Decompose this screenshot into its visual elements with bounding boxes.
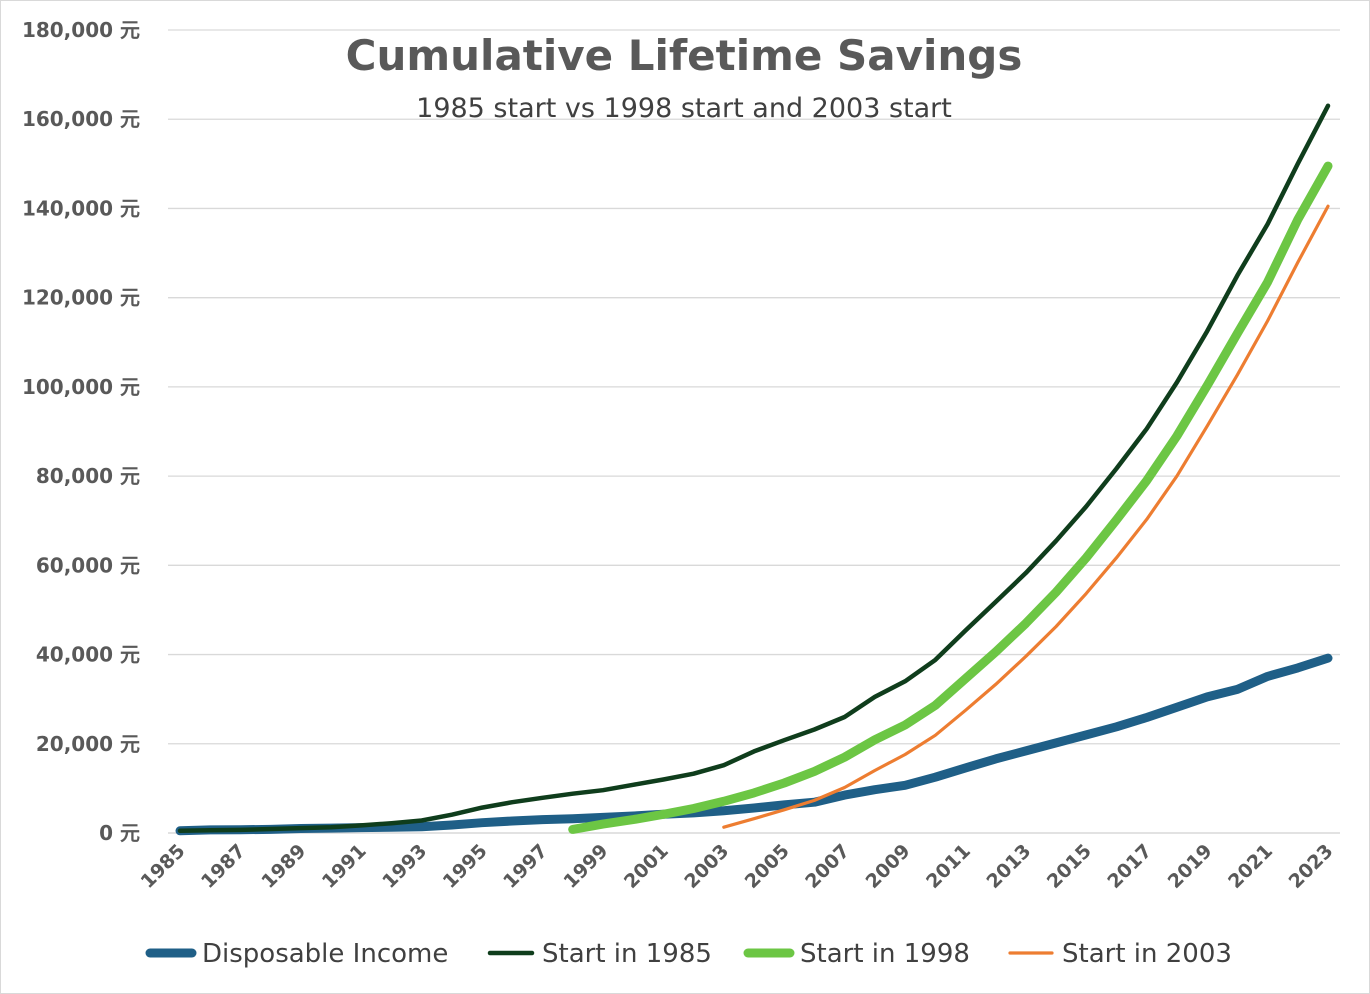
legend[interactable]: Disposable Income Start in 1985 Start in 1… bbox=[145, 939, 1232, 969]
x-tick-label: 2009 bbox=[862, 840, 915, 893]
legend-item-start-in-1998[interactable]: Start in 1998 bbox=[743, 939, 970, 969]
legend-label: Start in 1985 bbox=[542, 939, 712, 969]
y-tick-label: 140,000 元 bbox=[22, 196, 140, 220]
x-tick-label: 1999 bbox=[560, 840, 613, 893]
x-tick-label: 2019 bbox=[1164, 840, 1217, 893]
x-tick-label: 2005 bbox=[741, 840, 794, 893]
y-tick-label: 160,000 元 bbox=[22, 107, 140, 131]
x-tick-label: 2017 bbox=[1103, 840, 1156, 893]
x-tick-label: 1997 bbox=[499, 840, 552, 893]
chart-title: Cumulative Lifetime Savings bbox=[346, 31, 1023, 80]
legend-label: Start in 2003 bbox=[1062, 939, 1232, 969]
y-tick-label: 0 元 bbox=[99, 821, 140, 845]
y-tick-label: 20,000 元 bbox=[36, 732, 140, 756]
legend-item-start-in-1985[interactable]: Start in 1985 bbox=[487, 939, 712, 969]
y-tick-label: 80,000 元 bbox=[36, 464, 140, 488]
y-tick-label: 180,000 元 bbox=[22, 18, 140, 42]
x-tick-label: 2023 bbox=[1285, 840, 1338, 893]
x-tick-label: 1985 bbox=[137, 840, 190, 893]
x-tick-label: 2013 bbox=[982, 840, 1035, 893]
legend-item-disposable-income[interactable]: Disposable Income bbox=[145, 939, 448, 969]
x-axis-tick-labels: 1985 1987 1989 1991 1993 1995 1997 1999 2001 2003… bbox=[137, 840, 1338, 893]
series-line-start-in-1985 bbox=[177, 103, 1331, 834]
series-line-start-in-2003 bbox=[722, 204, 1330, 829]
y-tick-label: 60,000 元 bbox=[36, 553, 140, 577]
y-tick-label: 120,000 元 bbox=[22, 286, 140, 310]
series-line-disposable-income bbox=[175, 653, 1333, 836]
x-tick-label: 2007 bbox=[801, 840, 854, 893]
legend-item-start-in-2003[interactable]: Start in 2003 bbox=[1008, 939, 1232, 969]
x-tick-label: 2003 bbox=[680, 840, 733, 893]
y-tick-label: 40,000 元 bbox=[36, 643, 140, 667]
chart-subtitle: 1985 start vs 1998 start and 2003 start bbox=[416, 93, 952, 124]
x-tick-label: 1987 bbox=[197, 840, 250, 893]
x-tick-label: 2001 bbox=[620, 840, 673, 893]
x-tick-label: 2011 bbox=[922, 840, 975, 893]
y-tick-label: 100,000 元 bbox=[22, 375, 140, 399]
x-tick-label: 2015 bbox=[1043, 840, 1096, 893]
series-line-start-in-1998 bbox=[568, 161, 1333, 834]
x-tick-label: 1991 bbox=[318, 840, 371, 893]
x-tick-label: 1989 bbox=[257, 840, 310, 893]
x-tick-label: 1993 bbox=[378, 840, 431, 893]
x-tick-label: 2021 bbox=[1224, 840, 1277, 893]
legend-label: Disposable Income bbox=[202, 939, 448, 969]
legend-label: Start in 1998 bbox=[800, 939, 970, 969]
y-axis-tick-labels: 0 元 20,000 元 40,000 元 60,000 元 80,000 元 100,0… bbox=[22, 18, 140, 845]
x-tick-label: 1995 bbox=[439, 840, 492, 893]
data-series bbox=[175, 103, 1333, 836]
